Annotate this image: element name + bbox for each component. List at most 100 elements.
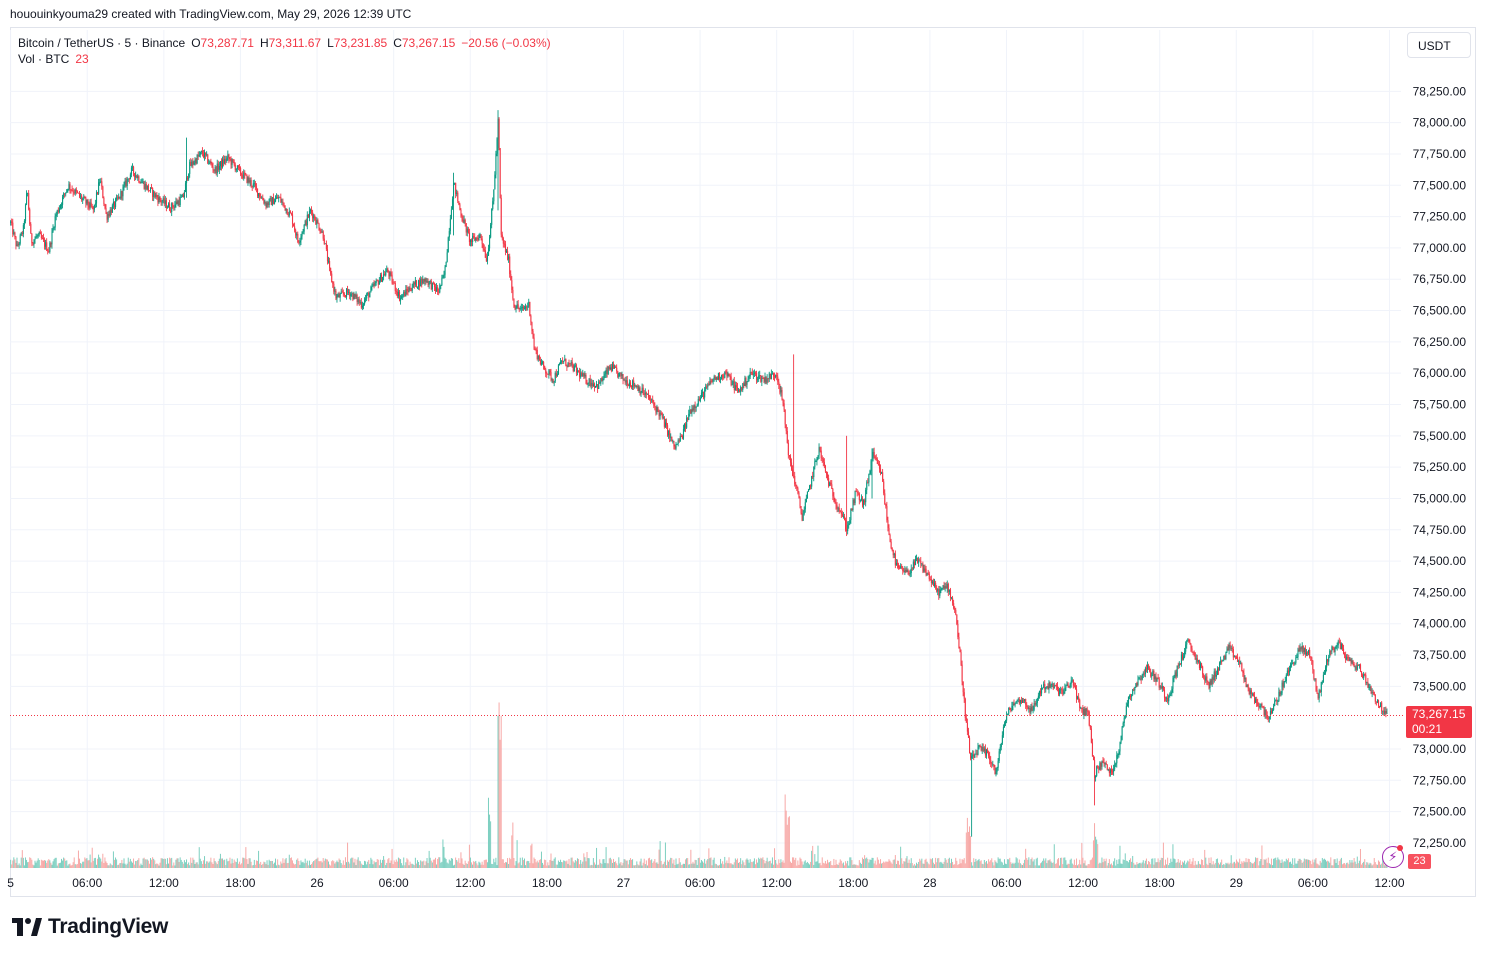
- candle-body: [676, 444, 678, 445]
- candle-body: [739, 389, 741, 393]
- volume-bar: [1315, 857, 1317, 868]
- volume-bar: [573, 862, 575, 868]
- volume-bar: [1081, 842, 1083, 868]
- volume-bar: [651, 859, 653, 868]
- candle-body: [1096, 766, 1098, 776]
- candle-body: [232, 159, 234, 162]
- volume-bar: [360, 863, 362, 868]
- candle-body: [1161, 686, 1163, 689]
- candle-body: [98, 182, 100, 194]
- volume-bar: [26, 859, 28, 868]
- symbol-label[interactable]: Bitcoin / TetherUS · 5 · Binance: [18, 36, 186, 50]
- volume-bar: [916, 862, 918, 868]
- volume-bar: [400, 859, 402, 868]
- volume-bar: [522, 860, 524, 868]
- candle-body: [667, 425, 669, 436]
- candle-body: [843, 516, 846, 521]
- volume-bar: [1197, 861, 1199, 868]
- candle-body: [1168, 696, 1170, 702]
- volume-bar: [1291, 863, 1293, 868]
- candle-body: [1197, 660, 1199, 662]
- candle-body: [428, 281, 430, 285]
- volume-bar: [414, 857, 416, 868]
- candle-body: [849, 520, 851, 524]
- currency-button[interactable]: USDT: [1407, 32, 1471, 58]
- candle-body: [511, 280, 513, 290]
- candle-body: [286, 208, 288, 215]
- candle-body: [131, 166, 134, 168]
- candle-body: [647, 393, 650, 398]
- candle-body: [1081, 707, 1083, 710]
- volume-bar: [394, 861, 396, 868]
- volume-bar: [661, 864, 663, 868]
- candle-body: [223, 159, 225, 164]
- volume-bar: [469, 857, 471, 868]
- candle-body: [852, 500, 854, 511]
- candle-body: [573, 365, 575, 372]
- volume-bar: [477, 865, 479, 868]
- candle-body: [361, 305, 363, 308]
- candle-body: [979, 745, 981, 747]
- volume-bar: [1178, 862, 1180, 868]
- candle-body: [913, 561, 916, 566]
- volume-bar: [903, 861, 905, 868]
- volume-bar: [1252, 863, 1254, 868]
- candle-body: [36, 236, 38, 238]
- candle-body: [907, 570, 909, 574]
- candle-body: [344, 295, 347, 297]
- volume-bar: [880, 859, 882, 868]
- candle-body: [369, 292, 371, 298]
- candle-body: [569, 363, 571, 364]
- bolt-icon[interactable]: ⚡: [1382, 846, 1404, 868]
- volume-bar: [174, 865, 176, 868]
- volume-bar: [44, 860, 46, 868]
- volume-bar: [1055, 863, 1057, 868]
- volume-bar: [557, 860, 559, 868]
- volume-bar: [1007, 859, 1009, 868]
- volume-bar: [731, 864, 733, 868]
- volume-bar: [700, 859, 702, 868]
- volume-bar: [1375, 864, 1377, 868]
- candle-body: [408, 287, 410, 293]
- candle-body: [500, 197, 502, 235]
- candle-body: [904, 569, 906, 573]
- candle-body: [1265, 709, 1267, 716]
- candle-body: [331, 273, 333, 283]
- candle-body: [1379, 705, 1381, 708]
- volume-bar: [1122, 859, 1124, 868]
- candle-body: [914, 558, 917, 566]
- candle-body: [1118, 751, 1120, 754]
- candle-body: [190, 161, 192, 166]
- volume-bar: [813, 864, 815, 868]
- candle-body: [476, 237, 478, 239]
- volume-bar: [423, 860, 425, 868]
- candle-body: [92, 206, 94, 210]
- volume-bar: [653, 861, 655, 868]
- volume-bar: [245, 847, 247, 868]
- candle-body: [1331, 646, 1333, 652]
- tradingview-logo[interactable]: TradingView: [12, 915, 168, 939]
- candle-body: [747, 378, 749, 383]
- candle-body: [182, 194, 184, 198]
- candle-body: [1152, 670, 1154, 676]
- volume-bar: [899, 864, 901, 868]
- candle-body: [237, 165, 240, 168]
- volume-label[interactable]: Vol · BTC: [18, 52, 70, 66]
- candle-body: [815, 461, 817, 462]
- volume-bar: [894, 855, 896, 868]
- price-chart[interactable]: 78,250.0078,000.0077,750.0077,500.0077,2…: [0, 0, 1486, 900]
- volume-bar: [729, 863, 731, 868]
- volume-bar: [884, 862, 886, 868]
- volume-bar: [149, 858, 151, 868]
- volume-bar: [553, 858, 555, 868]
- volume-bar: [955, 857, 957, 868]
- candle-body: [1215, 674, 1217, 677]
- candle-body: [693, 405, 695, 411]
- candle-body: [716, 377, 718, 380]
- candle-body: [100, 181, 102, 183]
- volume-bar: [1107, 862, 1109, 868]
- candle-body: [1142, 673, 1144, 675]
- candle-body: [206, 154, 208, 156]
- candle-body: [50, 242, 52, 245]
- volume-bar: [70, 865, 72, 868]
